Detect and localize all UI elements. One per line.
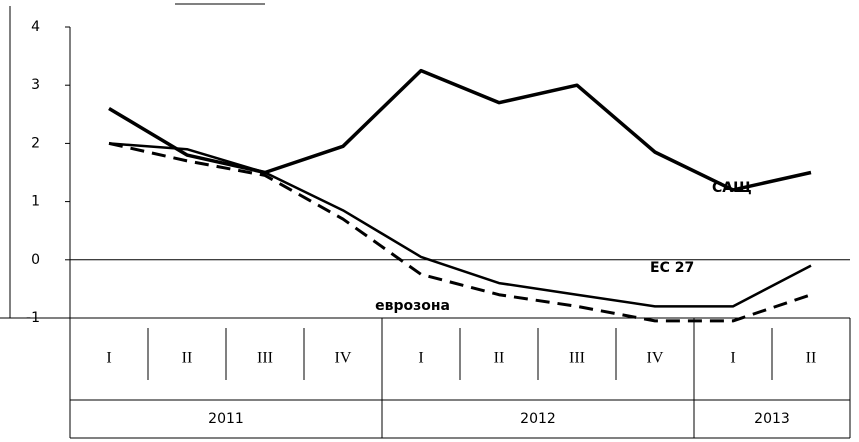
x-tick-label: II <box>806 350 817 367</box>
x-tick-label: I <box>418 350 423 367</box>
y-tick-label: 2 <box>31 135 40 151</box>
series-label: ЕС 27 <box>650 260 694 276</box>
x-tick-label: IV <box>335 350 352 367</box>
y-tick-label: 4 <box>31 19 40 35</box>
series-label: еврозона <box>375 298 450 314</box>
x-tick-label: I <box>730 350 735 367</box>
x-tick-label: II <box>494 350 505 367</box>
x-tick-label: III <box>569 350 585 367</box>
x-tick-label: II <box>182 350 193 367</box>
y-tick-label: 3 <box>31 77 40 93</box>
x-tick-label: I <box>106 350 111 367</box>
series-label: САЩ <box>712 180 752 196</box>
series-line <box>108 141 812 323</box>
x-group-label: 2011 <box>208 411 244 427</box>
series-line <box>108 68 812 192</box>
y-tick-label: 0 <box>31 252 40 268</box>
x-group-label: 2012 <box>520 411 556 427</box>
series-line <box>108 142 812 308</box>
x-tick-label: IV <box>647 350 664 367</box>
x-group-label: 2013 <box>754 411 790 427</box>
x-tick-label: III <box>257 350 273 367</box>
y-tick-label: 1 <box>31 194 40 210</box>
